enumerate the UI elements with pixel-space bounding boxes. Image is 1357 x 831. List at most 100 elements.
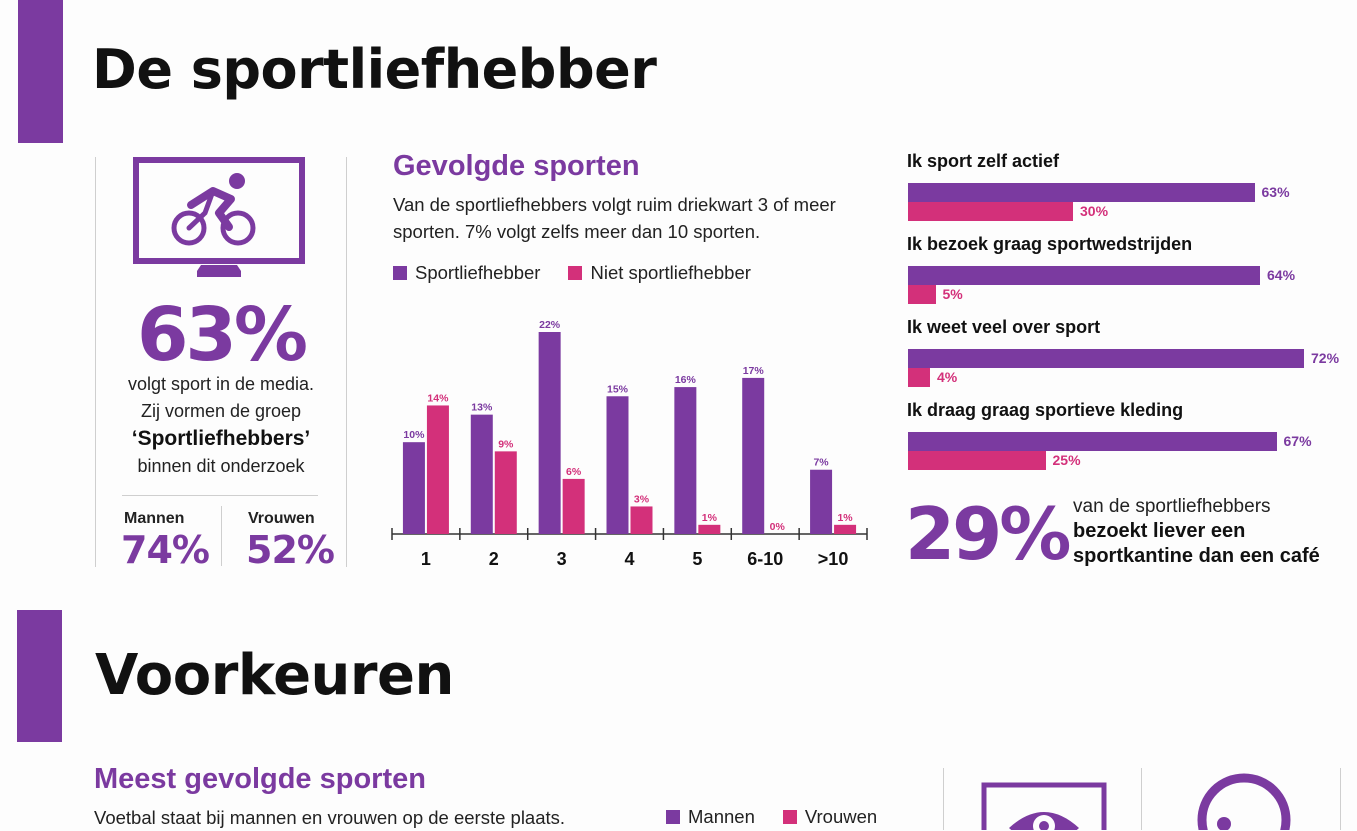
bar-sportliefhebber <box>538 332 561 534</box>
stat-line-3: binnen dit onderzoek <box>137 456 305 476</box>
category-label: Ik sport zelf actief <box>907 151 1060 171</box>
legend-item: Sportliefhebber <box>393 262 540 284</box>
bar-sportliefhebber <box>908 349 1304 368</box>
data-label: 64% <box>1267 267 1296 283</box>
monitor-eye-icon <box>981 782 1107 830</box>
bar-niet-sportliefhebber <box>908 451 1046 470</box>
bar-niet-sportliefhebber <box>834 524 857 534</box>
bar-niet-sportliefhebber <box>908 202 1073 221</box>
x-tick-label: 2 <box>489 549 499 569</box>
bar-sportliefhebber <box>470 414 493 534</box>
divider <box>346 157 347 567</box>
data-label: 72% <box>1311 350 1340 366</box>
data-label: 16% <box>675 374 697 386</box>
stat-group-name: ‘Sportliefhebbers’ <box>131 427 311 450</box>
men-label: Mannen <box>124 510 185 527</box>
men-value: 74% <box>121 528 210 572</box>
stat-line-2: Zij vormen de groep <box>140 401 302 421</box>
divider <box>1141 768 1142 830</box>
bar-niet-sportliefhebber <box>630 506 653 534</box>
cantine-bold-2: sportkantine dan een café <box>1073 545 1320 567</box>
x-tick-label: 5 <box>692 549 702 569</box>
stat-description: volgt sport in de media. Zij vormen de g… <box>96 371 346 480</box>
monitor-cyclist-icon <box>133 157 305 279</box>
x-tick-label: 3 <box>557 549 567 569</box>
legend-item: Niet sportliefhebber <box>568 262 751 284</box>
cantine-percent: 29% <box>905 492 1071 576</box>
stat-line-1: volgt sport in de media. <box>127 374 315 394</box>
cantine-bold-1: bezoekt liever een <box>1073 520 1246 542</box>
bar-niet-sportliefhebber <box>426 405 449 534</box>
legend-swatch <box>666 810 680 824</box>
legend-label: Niet sportliefhebber <box>590 262 751 283</box>
x-tick-label: 4 <box>624 549 634 569</box>
data-label: 3% <box>634 493 650 505</box>
women-value: 52% <box>246 528 335 572</box>
data-label: 13% <box>471 402 493 414</box>
data-label: 7% <box>813 457 829 469</box>
x-tick-label: 6-10 <box>747 549 783 569</box>
cantine-line-1: van de sportliefhebbers <box>1073 496 1271 517</box>
divider <box>943 768 944 830</box>
data-label: 15% <box>607 383 629 395</box>
gender-legend: Mannen Vrouwen <box>666 806 905 828</box>
data-label: 6% <box>566 466 582 478</box>
bar-niet-sportliefhebber <box>908 285 936 304</box>
chart-description: Van de sportliefhebbers volgt ruim driek… <box>393 194 836 242</box>
data-label: 25% <box>1052 452 1081 468</box>
divider <box>221 506 222 566</box>
category-label: Ik draag graag sportieve kleding <box>907 400 1184 420</box>
x-tick-label: >10 <box>818 549 849 569</box>
data-label: 9% <box>498 438 514 450</box>
legend-label: Sportliefhebber <box>415 262 541 283</box>
data-label: 30% <box>1080 203 1109 219</box>
bar-sportliefhebber <box>908 432 1277 451</box>
data-label: 22% <box>539 319 561 331</box>
section-title: De sportliefhebber <box>92 38 657 101</box>
section-title: Voorkeuren <box>95 643 454 708</box>
stat-percent: 63% <box>136 292 308 378</box>
category-label: Ik bezoek graag sportwedstrijden <box>907 234 1193 254</box>
data-label: 1% <box>837 512 853 524</box>
data-label: 17% <box>743 365 765 377</box>
attitude-chart: Ik sport zelf actief 63% 30% Ik bezoek graa… <box>906 150 1357 480</box>
data-label: 4% <box>937 369 958 385</box>
section-accent-bar <box>18 0 63 143</box>
bar-niet-sportliefhebber <box>698 524 721 534</box>
legend-swatch <box>393 266 407 280</box>
bar-niet-sportliefhebber <box>908 368 930 387</box>
chart-legend: Sportliefhebber Niet sportliefhebber <box>393 262 779 284</box>
data-label: 1% <box>702 512 718 524</box>
legend-item: Mannen <box>666 806 755 828</box>
data-label: 0% <box>770 521 786 533</box>
divider <box>1340 768 1341 830</box>
bar-sportliefhebber <box>908 183 1255 202</box>
divider <box>95 157 96 567</box>
legend-label: Vrouwen <box>804 806 878 827</box>
bar-sportliefhebber <box>908 266 1260 285</box>
bar-sportliefhebber <box>674 387 697 534</box>
bar-sportliefhebber <box>606 396 629 534</box>
chart-title: Gevolgde sporten <box>393 150 640 182</box>
bar-sportliefhebber <box>402 442 425 534</box>
bar-sportliefhebber <box>810 469 833 534</box>
legend-item: Vrouwen <box>782 806 878 828</box>
data-label: 10% <box>403 429 425 441</box>
bar-niet-sportliefhebber <box>494 451 517 534</box>
data-label: 63% <box>1261 184 1290 200</box>
women-label: Vrouwen <box>248 510 315 527</box>
cantine-text: van de sportliefhebbers bezoekt liever e… <box>1073 495 1320 569</box>
data-label: 67% <box>1283 433 1312 449</box>
divider <box>122 495 318 496</box>
followed-chart: 10% 14% 1 13% 9% 2 22% 6% 3 15% 3% 4 16% 1% 5 17% 0% 6-10… <box>380 305 880 575</box>
legend-swatch <box>568 266 583 280</box>
legend-swatch <box>782 810 797 824</box>
section-accent-bar <box>17 610 62 742</box>
legend-label: Mannen <box>688 806 755 827</box>
speech-bubble-icon <box>1194 772 1294 830</box>
category-label: Ik weet veel over sport <box>907 317 1101 337</box>
x-tick-label: 1 <box>421 549 431 569</box>
subsection-title: Meest gevolgde sporten <box>94 763 426 795</box>
bar-sportliefhebber <box>742 377 765 534</box>
bar-niet-sportliefhebber <box>562 478 585 534</box>
